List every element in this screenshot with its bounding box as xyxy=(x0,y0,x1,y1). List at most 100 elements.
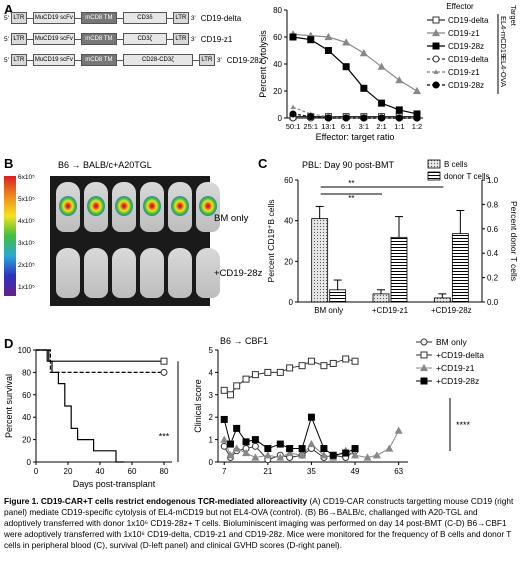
legend-marker xyxy=(420,338,428,346)
x-tick-label: 50:1 xyxy=(286,122,301,131)
luminescence-scale-bar xyxy=(4,176,16,296)
x-tick-label: 60 xyxy=(128,467,137,476)
bcell-tcell-bar-chart: PBL: Day 90 post-BMT 0 20 40 60 0.0 0.2 0.4 0.6 0… xyxy=(266,159,518,315)
legend-label: CD19-delta xyxy=(448,55,489,64)
x-tick-label: 63 xyxy=(394,467,403,476)
figure-caption: Figure 1. CD19-CAR+T cells restrict endo… xyxy=(4,496,516,551)
construct-linker xyxy=(26,17,33,19)
construct-linker xyxy=(74,17,81,19)
data-point xyxy=(233,382,241,390)
data-point xyxy=(377,62,386,70)
data-point xyxy=(324,32,333,41)
construct-segment: LTR xyxy=(10,33,27,45)
legend-label: +CD19-28z xyxy=(436,376,479,386)
legend-label: CD19-28z xyxy=(448,42,484,51)
data-point xyxy=(359,49,368,57)
x-tick-label: 80 xyxy=(160,467,169,476)
data-point xyxy=(372,451,381,459)
mouse-row-bm-only xyxy=(56,182,220,232)
legend-marker xyxy=(432,16,440,24)
sig-label: ** xyxy=(348,194,354,203)
construct-linker xyxy=(166,17,173,19)
x-tick-label: 1:2 xyxy=(412,122,422,131)
legend-label: CD19-28z xyxy=(448,81,484,90)
five-prime-label: 5' xyxy=(4,35,9,43)
x-tick-label: +CD19-z1 xyxy=(372,306,409,315)
data-point xyxy=(342,114,350,122)
scale-tick-label: 4x10⁵ xyxy=(18,218,35,225)
x-tick-label: 6:1 xyxy=(341,122,351,131)
label-bm-only: BM only xyxy=(214,213,249,224)
data-point xyxy=(324,114,332,122)
y2-tick-label: 0.0 xyxy=(487,298,499,307)
data-point xyxy=(251,442,259,450)
y-tick-label: 0 xyxy=(289,298,294,307)
curve-end-marker xyxy=(160,357,168,365)
legend-marker xyxy=(433,69,439,74)
construct-3: 5' LTR MuCD19 scFv mCD8 TM CD28-CD3ζ LTR 3' CD1… xyxy=(4,54,263,66)
three-prime-label: 3' xyxy=(216,56,222,64)
y-tick-label: 40 xyxy=(273,60,282,69)
x-tick-label: 3:1 xyxy=(359,122,369,131)
bar-donor-t-cells xyxy=(390,236,408,303)
data-point xyxy=(276,440,284,448)
construct-name: CD19-z1 xyxy=(200,34,233,44)
construct-segment: LTR xyxy=(10,12,27,24)
y2-tick-label: 1.0 xyxy=(487,176,499,185)
construct-segment: mCD8 TM xyxy=(80,12,117,24)
y-tick-label: 60 xyxy=(284,176,293,185)
x-tick-label: +CD19-28z xyxy=(431,306,472,315)
data-point xyxy=(351,445,359,453)
data-point xyxy=(242,448,251,457)
x-tick-label: 20 xyxy=(64,467,73,476)
panel-b-letter: B xyxy=(4,156,14,171)
y-tick-label: 20 xyxy=(273,87,282,96)
target-label-top: EL4-mCD19 xyxy=(499,16,508,57)
survival-curve xyxy=(36,349,124,463)
data-point xyxy=(342,38,351,46)
construct-segment: LTR xyxy=(172,12,189,24)
data-point xyxy=(233,424,241,432)
legend-swatch xyxy=(427,159,441,169)
y-tick-label: 5 xyxy=(209,346,214,355)
mouse-image xyxy=(140,182,164,232)
construct-linker xyxy=(116,38,123,40)
scale-tick-label: 6x10⁵ xyxy=(18,174,35,181)
sig-label: ** xyxy=(348,179,354,188)
construct-segment: mCD8 TM xyxy=(80,54,117,66)
data-point xyxy=(307,439,316,448)
sig-label: **** xyxy=(456,420,471,430)
construct-linker xyxy=(74,59,81,61)
legend-marker xyxy=(420,351,428,359)
data-point xyxy=(394,426,403,434)
construct-segment: CD3δ xyxy=(122,12,167,24)
mouse-image xyxy=(168,182,192,232)
mouse-image xyxy=(56,248,80,298)
legend-marker xyxy=(432,42,440,50)
mouse-image xyxy=(84,248,108,298)
legend-effector-header: Effector xyxy=(446,2,474,11)
x-tick-label: 13:1 xyxy=(321,122,336,131)
construct-segment: LTR xyxy=(10,54,27,66)
data-point xyxy=(342,449,350,457)
five-prime-label: 5' xyxy=(4,56,9,64)
scale-tick-label: 3x10⁵ xyxy=(18,240,35,247)
scale-tick-label: 1x10⁵ xyxy=(18,284,35,291)
data-point xyxy=(413,114,421,122)
construct-segment: LTR xyxy=(198,54,215,66)
data-point xyxy=(289,110,297,118)
data-point xyxy=(242,438,250,446)
legend-swatch xyxy=(427,171,441,181)
x-tick-label: 21 xyxy=(263,467,272,476)
mouse-image xyxy=(112,248,136,298)
data-point xyxy=(320,362,328,370)
data-point xyxy=(342,63,350,71)
construct-segment: mCD8 TM xyxy=(80,33,117,45)
construct-1: 5' LTR MuCD19 scFv mCD8 TM CD3δ LTR 3' CD19-del… xyxy=(4,12,241,24)
y-tick-label: 40 xyxy=(22,413,31,422)
legend-marker xyxy=(432,81,440,89)
caption-title: Figure 1. CD19-CAR+T cells restrict endo… xyxy=(4,496,308,506)
data-point xyxy=(307,113,315,121)
construct-linker xyxy=(26,38,33,40)
construct-name: CD19-28z xyxy=(226,55,263,65)
